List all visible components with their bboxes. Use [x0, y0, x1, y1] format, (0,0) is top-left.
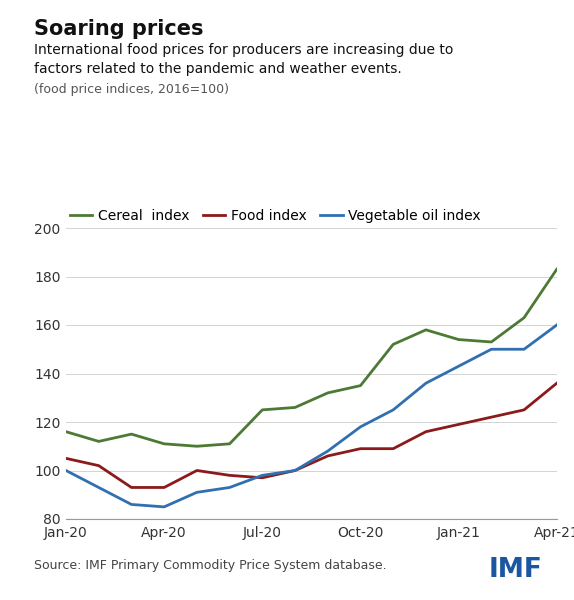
Text: (food price indices, 2016=100): (food price indices, 2016=100) [34, 83, 230, 96]
Text: IMF: IMF [488, 557, 542, 583]
Text: Soaring prices: Soaring prices [34, 19, 204, 39]
Text: International food prices for producers are increasing due to
factors related to: International food prices for producers … [34, 43, 454, 76]
Legend: Cereal  index, Food index, Vegetable oil index: Cereal index, Food index, Vegetable oil … [64, 204, 486, 229]
Text: Source: IMF Primary Commodity Price System database.: Source: IMF Primary Commodity Price Syst… [34, 559, 387, 572]
